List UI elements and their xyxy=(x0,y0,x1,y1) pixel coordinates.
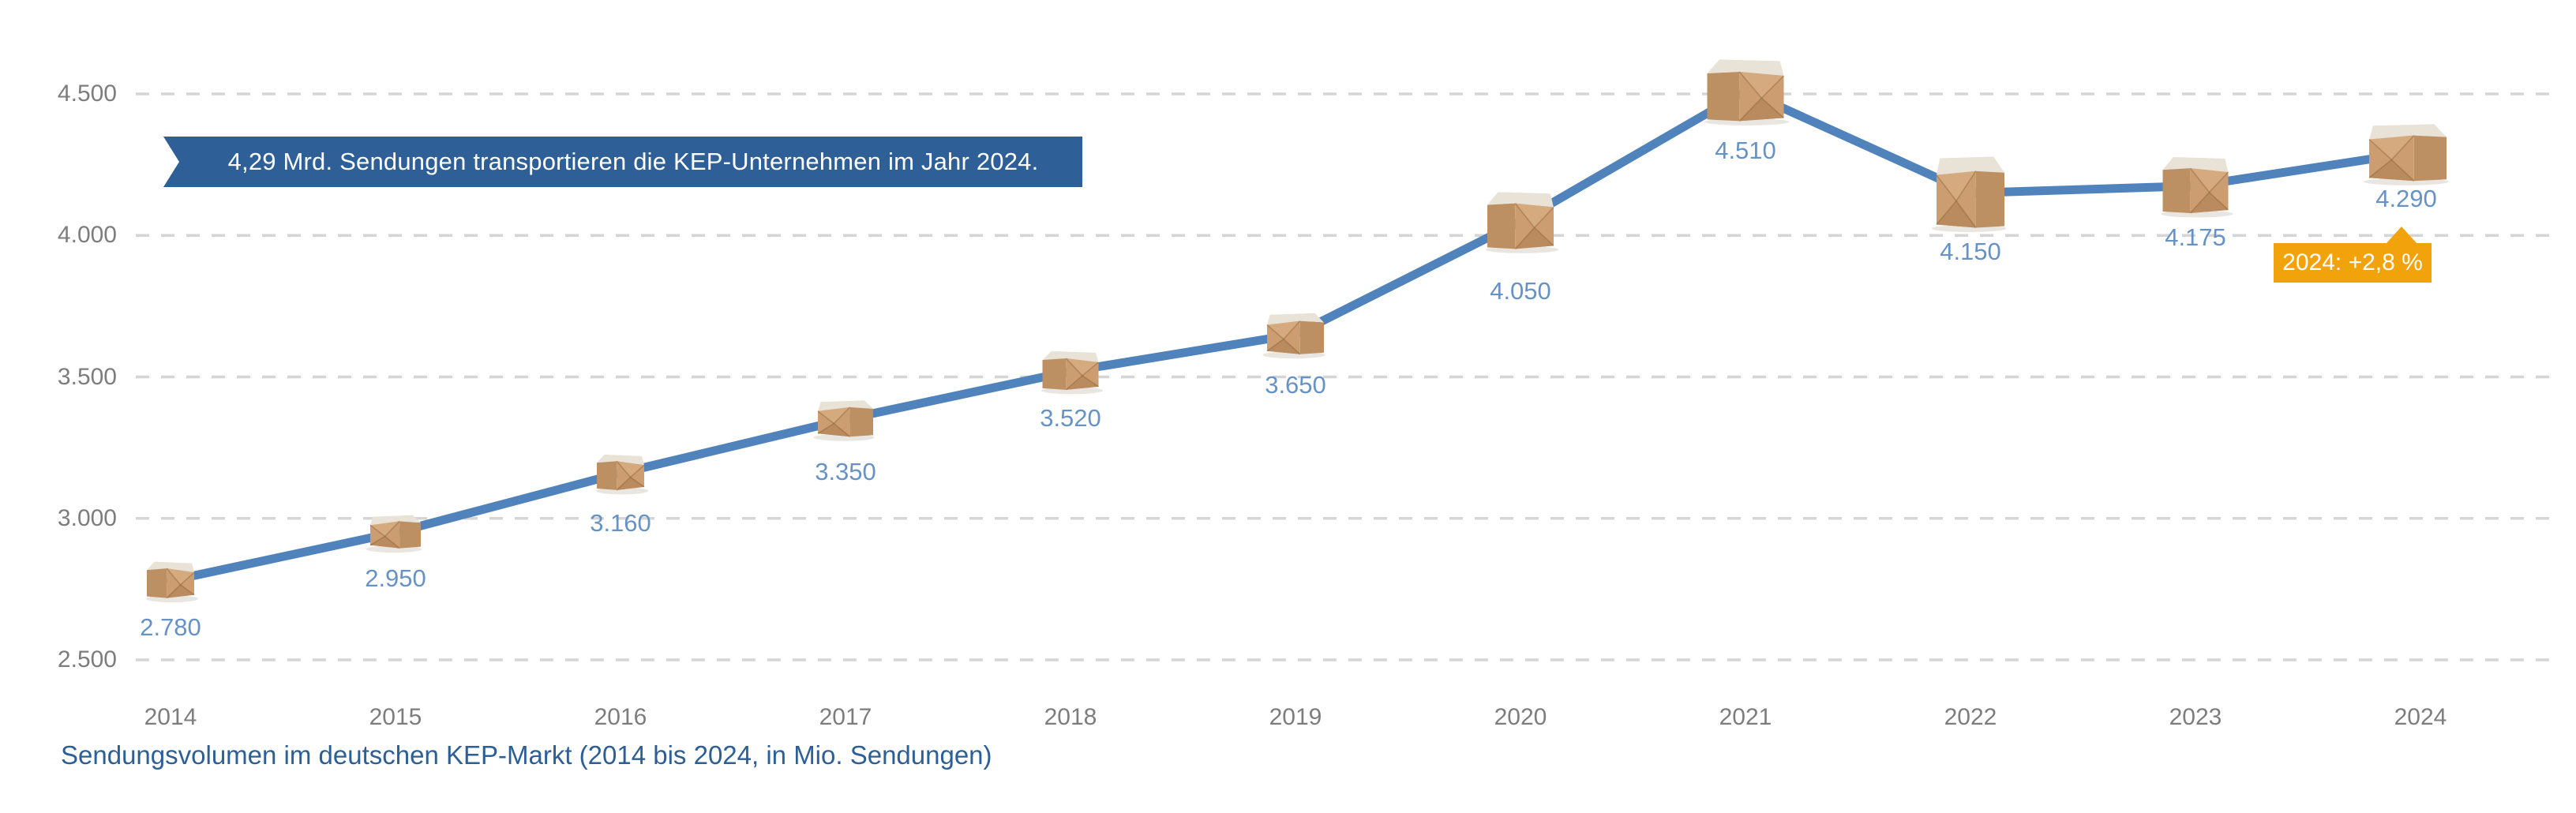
data-point-label: 2.780 xyxy=(140,613,201,641)
headline-banner-text: 4,29 Mrd. Sendungen transportieren die K… xyxy=(227,148,1039,175)
x-axis-tick-label: 2017 xyxy=(819,704,872,730)
growth-badge-label: 2024: +2,8 % xyxy=(2274,243,2432,283)
data-point-label: 3.350 xyxy=(815,458,876,486)
parcel-box-icon xyxy=(366,515,422,553)
x-axis-tick-label: 2024 xyxy=(2394,704,2447,730)
data-point-label: 3.160 xyxy=(590,509,651,538)
x-axis-tick-label: 2023 xyxy=(2169,704,2222,730)
parcel-box-icon xyxy=(596,454,648,495)
data-point-label: 3.650 xyxy=(1265,370,1326,399)
headline-banner: 4,29 Mrd. Sendungen transportieren die K… xyxy=(163,137,1082,187)
parcel-box-icon xyxy=(1262,313,1325,359)
parcel-box-icon xyxy=(813,400,875,441)
parcel-box-icon xyxy=(1704,59,1790,126)
y-axis-tick-label: 3.000 xyxy=(57,504,117,531)
chart-caption: Sendungsvolumen im deutschen KEP-Markt (… xyxy=(61,740,992,770)
data-point-label: 4.150 xyxy=(1940,238,2001,266)
x-axis-tick-label: 2014 xyxy=(144,704,197,730)
x-axis-tick-label: 2019 xyxy=(1269,704,1322,730)
x-axis-tick-label: 2022 xyxy=(1944,704,1997,730)
y-axis-tick-label: 4.500 xyxy=(57,81,117,107)
data-point-label: 4.510 xyxy=(1715,137,1776,165)
data-point-label: 4.050 xyxy=(1490,277,1551,305)
growth-badge: 2024: +2,8 % xyxy=(2274,226,2432,283)
y-axis-tick-label: 2.500 xyxy=(57,646,117,673)
parcel-box-icon xyxy=(1931,156,2007,232)
parcel-box-icon xyxy=(2364,124,2449,185)
x-axis-tick-label: 2015 xyxy=(369,704,422,730)
data-point-label: 4.175 xyxy=(2165,223,2226,251)
parcel-box-icon xyxy=(1041,350,1104,395)
x-axis-tick-label: 2021 xyxy=(1719,704,1772,730)
x-axis-tick-label: 2018 xyxy=(1044,704,1097,730)
x-axis-tick-label: 2016 xyxy=(594,704,647,730)
y-axis-tick-label: 3.500 xyxy=(57,363,117,390)
x-axis-tick-label: 2020 xyxy=(1494,704,1547,730)
parcel-box-icon xyxy=(2161,157,2233,218)
data-point-label: 4.290 xyxy=(2375,185,2437,213)
parcel-box-icon xyxy=(146,561,198,603)
badge-pointer-triangle-icon xyxy=(2386,227,2417,244)
data-point-label: 2.950 xyxy=(365,564,426,592)
data-point-label: 3.520 xyxy=(1040,404,1101,433)
parcel-box-icon xyxy=(1485,192,1559,253)
y-axis-tick-label: 4.000 xyxy=(57,222,117,249)
